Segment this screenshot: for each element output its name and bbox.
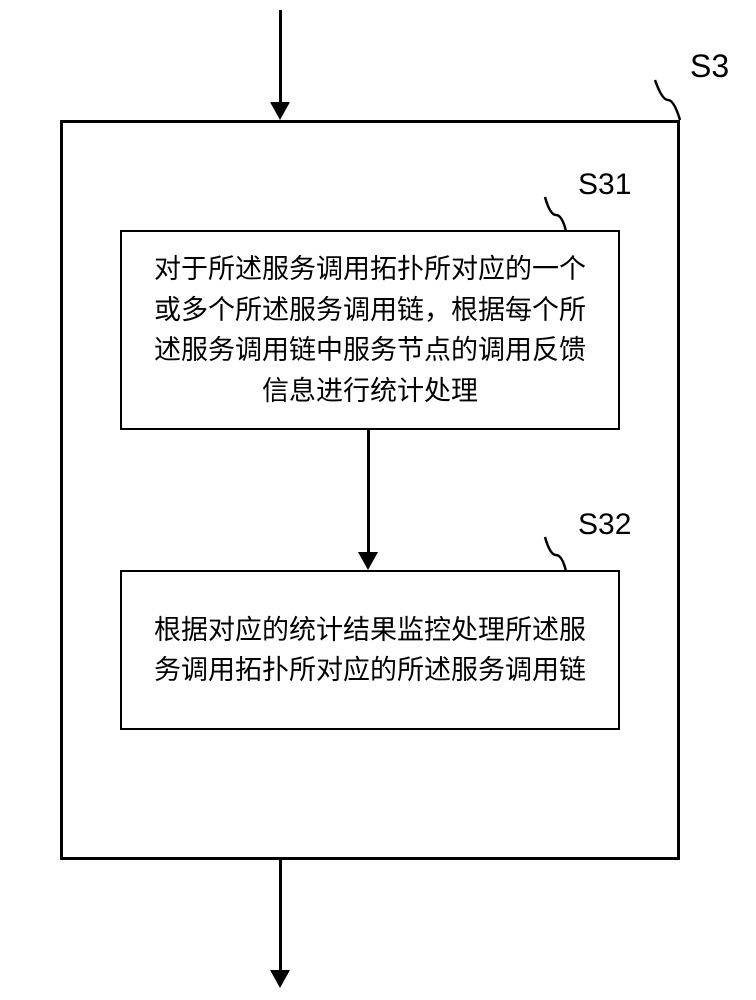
arrow-top-head bbox=[270, 102, 290, 120]
inner-box-s32: 根据对应的统计结果监控处理所述服务调用拓扑所对应的所述服务调用链 bbox=[120, 570, 620, 730]
flowchart-container: S3 对于所述服务调用拓扑所对应的一个或多个所述服务调用链，根据每个所述服务调用… bbox=[0, 0, 756, 1000]
box-s31-text: 对于所述服务调用拓扑所对应的一个或多个所述服务调用链，根据每个所述服务调用链中服… bbox=[147, 249, 593, 411]
curve-s32 bbox=[540, 535, 585, 577]
arrow-bottom bbox=[279, 860, 282, 972]
label-s32: S32 bbox=[578, 508, 631, 542]
inner-box-s31: 对于所述服务调用拓扑所对应的一个或多个所述服务调用链，根据每个所述服务调用链中服… bbox=[120, 230, 620, 430]
arrow-top bbox=[279, 10, 282, 105]
curve-s3 bbox=[650, 78, 700, 128]
arrow-middle-head bbox=[358, 552, 378, 570]
label-s31: S31 bbox=[578, 168, 631, 202]
curve-s31 bbox=[540, 195, 585, 237]
arrow-middle bbox=[367, 430, 370, 555]
box-s32-text: 根据对应的统计结果监控处理所述服务调用拓扑所对应的所述服务调用链 bbox=[147, 610, 593, 691]
arrow-bottom-head bbox=[270, 970, 290, 988]
